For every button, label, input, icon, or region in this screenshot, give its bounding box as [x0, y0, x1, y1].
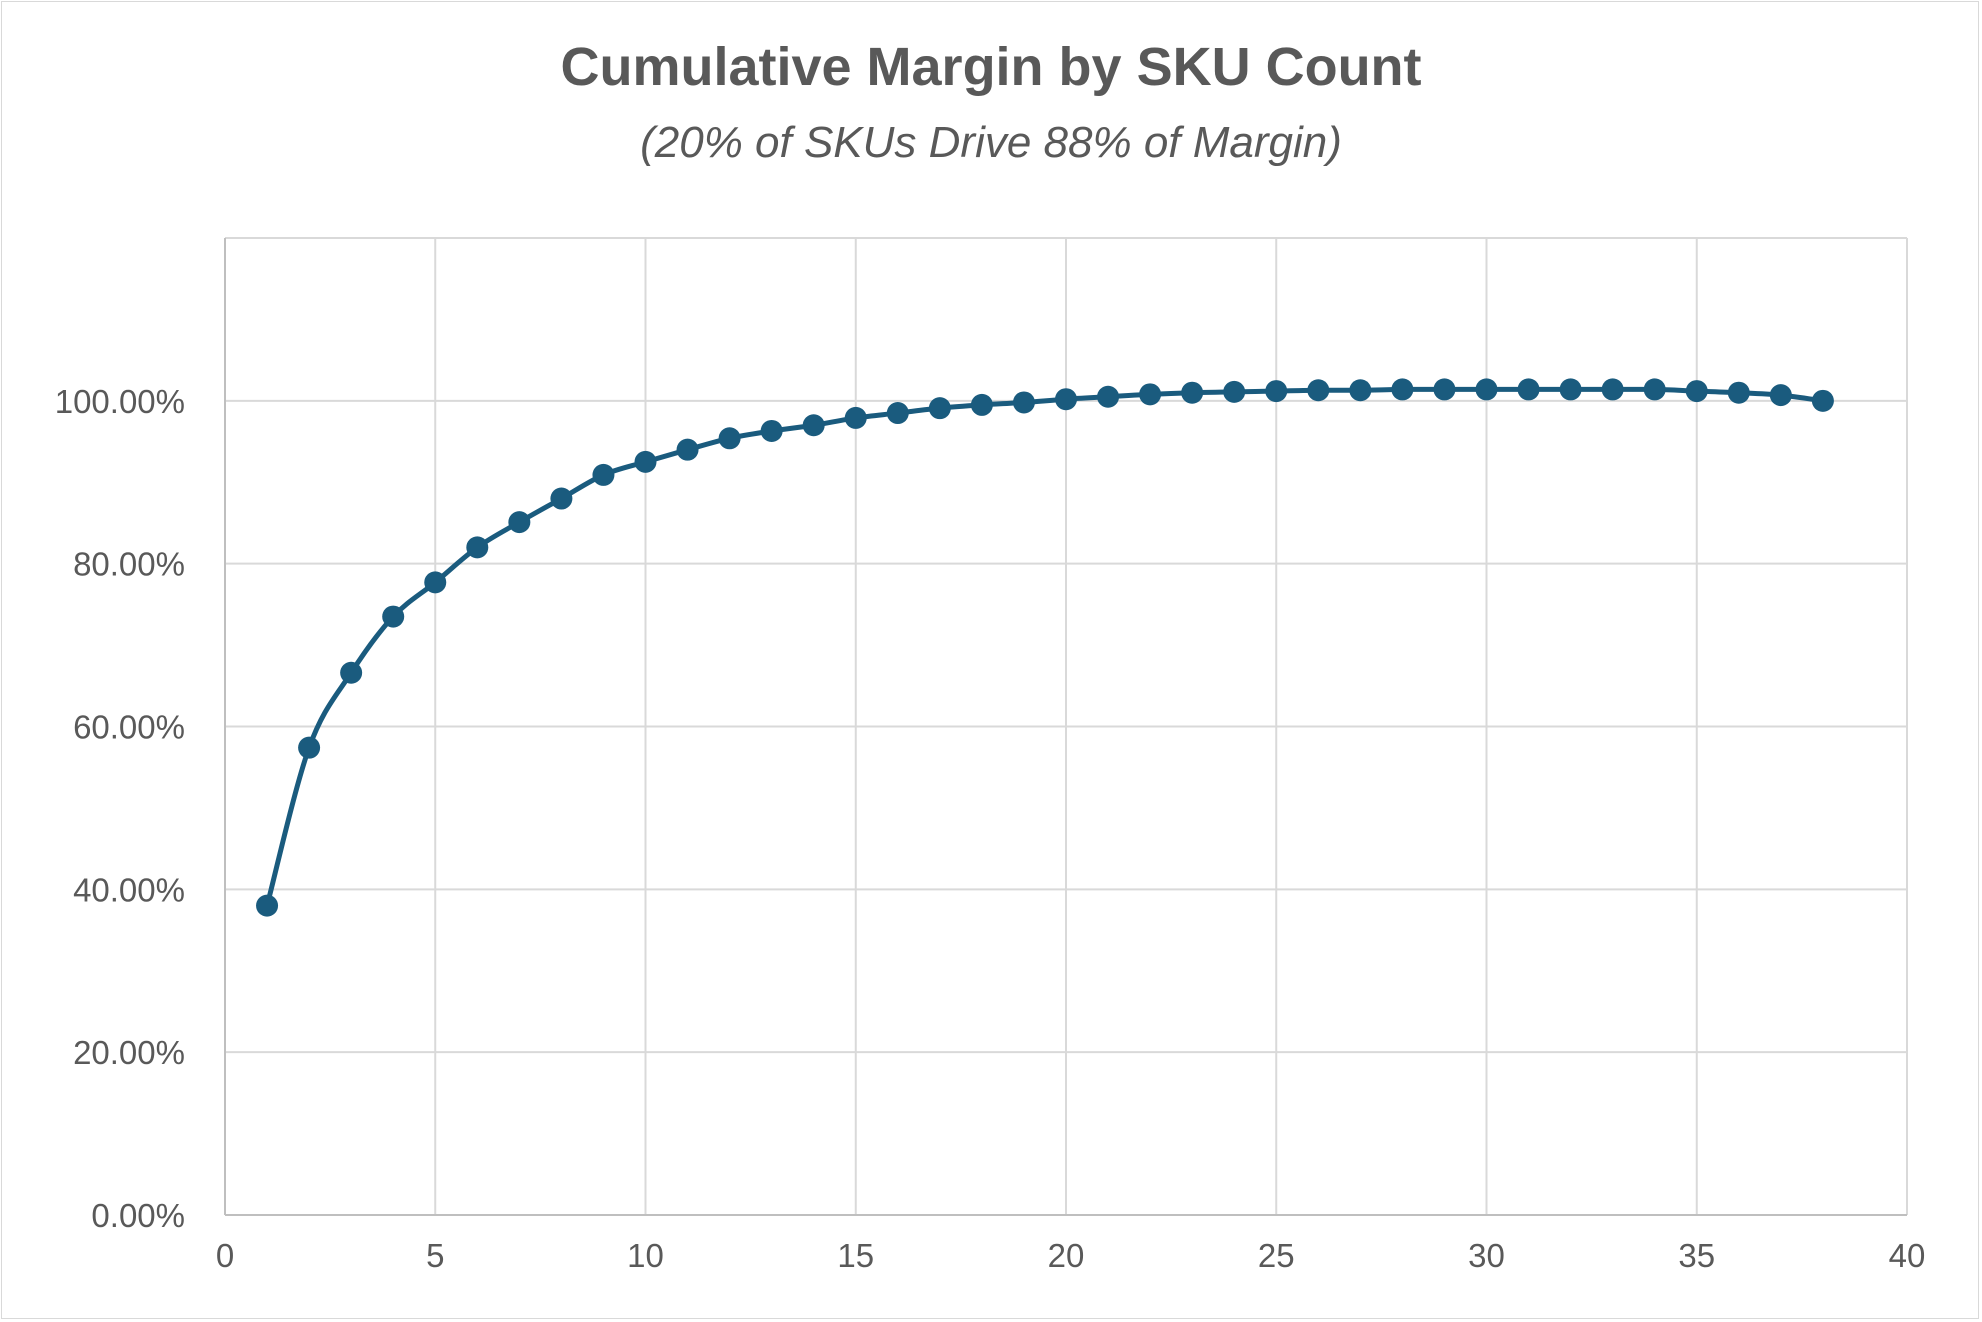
data-point [424, 571, 447, 594]
y-tick-label: 80.00% [73, 546, 185, 583]
y-tick-label: 60.00% [73, 709, 185, 746]
data-point [1055, 388, 1077, 411]
data-point [256, 894, 279, 917]
series [256, 378, 1834, 917]
data-point [382, 605, 405, 628]
y-tick-label: 40.00% [73, 871, 185, 908]
data-point [1012, 391, 1035, 414]
data-point [1139, 383, 1162, 406]
data-point [550, 487, 573, 510]
data-point [802, 414, 825, 437]
data-point [760, 419, 783, 442]
data-point [1811, 389, 1834, 412]
data-point [634, 450, 657, 473]
series-line [264, 386, 1824, 907]
x-tick-label: 10 [627, 1237, 664, 1274]
data-point [676, 438, 699, 461]
x-tick-label: 40 [1889, 1237, 1926, 1274]
data-point [718, 427, 741, 450]
data-point [844, 406, 867, 429]
data-point [1475, 378, 1498, 401]
data-point [1433, 378, 1456, 401]
data-point [1559, 378, 1582, 401]
chart-title: Cumulative Margin by SKU Count [560, 37, 1422, 97]
data-point [298, 736, 321, 759]
x-tick-label: 35 [1678, 1237, 1715, 1274]
data-point [592, 463, 615, 486]
x-tick-label: 25 [1258, 1237, 1295, 1274]
chart-subtitle: (20% of SKUs Drive 88% of Margin) [640, 118, 1342, 167]
data-point [1601, 378, 1624, 401]
data-point [340, 661, 363, 684]
data-point [970, 393, 993, 416]
x-tick-label: 5 [426, 1237, 444, 1274]
data-point [1265, 380, 1288, 403]
data-point [1685, 380, 1708, 403]
x-tick-label: 0 [216, 1237, 234, 1274]
data-point [1349, 379, 1372, 402]
data-point [1307, 379, 1330, 402]
data-point [1643, 378, 1666, 401]
axes: 0 5 10 15 20 25 30 35 40 0.00% 20.00% 40.00% 60.00% 8… [55, 238, 1926, 1274]
data-point [928, 397, 951, 420]
data-point [466, 536, 489, 559]
data-point [508, 511, 531, 534]
y-tick-label: 20.00% [73, 1034, 185, 1071]
y-tick-label: 100.00% [55, 383, 185, 420]
x-tick-label: 30 [1468, 1237, 1505, 1274]
data-point [1181, 381, 1204, 404]
data-point [1391, 378, 1414, 401]
x-tick-label: 20 [1048, 1237, 1085, 1274]
data-point [1097, 385, 1120, 408]
data-point [1517, 378, 1540, 401]
data-point [1727, 381, 1750, 404]
data-point [1769, 384, 1792, 407]
data-point [886, 402, 909, 425]
y-tick-label: 0.00% [91, 1197, 185, 1234]
x-tick-label: 15 [837, 1237, 874, 1274]
data-point [1223, 380, 1246, 403]
